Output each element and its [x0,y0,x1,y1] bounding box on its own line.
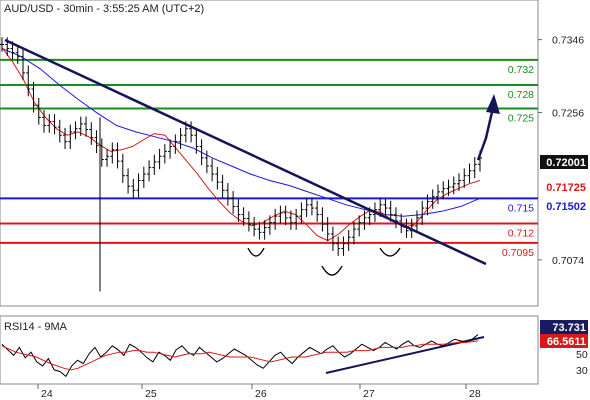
ma-slow-badge: 0.71502 [546,201,586,213]
projection-arrow-head [486,94,500,114]
ma-fast-badge-bg [540,180,588,194]
rsi-ma-badge-bg [540,334,588,348]
downtrend-line [4,38,487,266]
support-arc-2 [321,265,343,276]
level-label-2: 0.725 [508,112,534,124]
rsi-y-tick-label: 50 [576,349,588,361]
ma-line-ma_slow [1,48,481,217]
price-panel [0,0,539,307]
axes: 0.73460.72560.707470503024252627280.7200… [37,35,588,400]
rsi-series [1,334,479,378]
y-tick-label: 0.7346 [552,35,584,47]
x-tick-label: 27 [363,388,375,400]
level-label-4: 0.712 [508,227,534,239]
x-tick-label: 24 [41,388,53,400]
rsi-value-badge: 73.731 [552,322,586,334]
ma-slow-badge-bg [540,199,588,213]
rsi-label: RSI14 - 9MA [4,321,68,333]
projection-arrow-line [476,111,494,161]
rsi-line-rsi_ma [1,340,479,371]
x-tick-label: 28 [469,388,481,400]
rsi-y-tick-label: 30 [576,365,588,377]
y-tick-label: 0.7256 [552,108,584,120]
level-label-1: 0.728 [508,89,534,101]
rsi-value-badge-bg [540,320,588,334]
level-lines: 0.732 0.728 0.725 0.715 0.712 0.7095 [0,58,538,259]
x-tick-label: 25 [145,388,157,400]
ma-fast-badge: 0.71725 [546,182,586,194]
rsi-panel [0,315,539,385]
y-tick-label: 0.7074 [552,255,584,267]
current-price-badge: 0.72001 [546,157,586,169]
support-arc-1 [247,247,265,257]
level-label-5: 0.7095 [502,247,534,259]
level-label-0: 0.732 [508,64,534,76]
current-price-badge-bg [540,155,588,169]
x-tick-label: 26 [255,388,267,400]
rsi-ma-badge: 66.5611 [547,336,586,348]
support-arc-3 [379,247,401,257]
level-label-3: 0.715 [508,202,534,214]
chart-title: AUD/USD - 30min - 3:55:25 AM (UTC+2) [4,3,204,15]
